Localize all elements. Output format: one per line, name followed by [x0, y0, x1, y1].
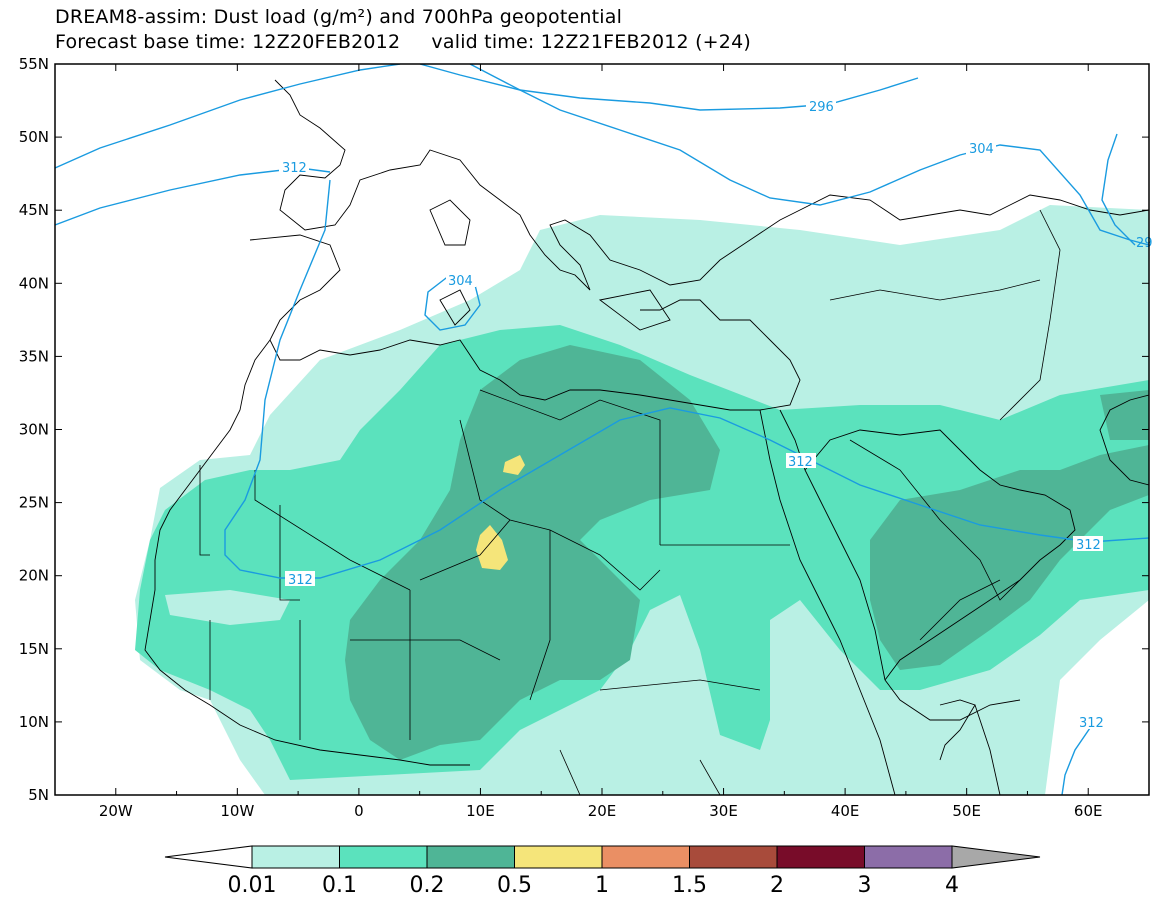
latitude-axis: 55N 50N 45N 40N 35N 30N 25N 20N 15N 10N 5N [19, 55, 1149, 804]
contour-296 [55, 64, 919, 169]
dust-area-0.5-south [476, 525, 508, 570]
contour-312 [224, 179, 1149, 579]
longitude-axis: 20W 10W 0 10E 20E 30E 40E 50E 60E [54, 64, 1150, 820]
contour-label: 312 [282, 161, 307, 176]
lon-label: 60E [1074, 802, 1103, 820]
lat-label: 55N [19, 55, 49, 73]
geopotential-contours [55, 64, 1149, 795]
lon-label: 40E [831, 802, 860, 820]
contour-label: 29 [1136, 236, 1153, 251]
colorbar-label: 1.5 [672, 873, 707, 898]
colorbar-swatch [689, 845, 778, 869]
contour-label: 296 [809, 100, 834, 115]
lon-label: 50E [952, 802, 981, 820]
lat-label: 10N [19, 713, 49, 731]
lon-label: 30E [709, 802, 738, 820]
map-title: DREAM8-assim: Dust load (g/m²) and 700hP… [55, 6, 623, 28]
colorbar-swatch [251, 845, 340, 869]
colorbar-arrow-low [164, 845, 253, 869]
lat-label: 50N [19, 128, 49, 146]
lat-label: 25N [19, 494, 49, 512]
lat-label: 15N [19, 640, 49, 658]
coastlines [144, 79, 1149, 795]
colorbar-swatch [864, 845, 953, 869]
colorbar-label: 3 [858, 873, 872, 898]
contour-312-se [1061, 727, 1091, 795]
colorbar-arrow-high [951, 845, 1041, 869]
colorbar-swatch [601, 845, 690, 869]
map-subtitle: Forecast base time: 12Z20FEB2012 valid t… [55, 31, 751, 53]
colorbar-label: 1 [595, 873, 609, 898]
contour-304-ring [424, 274, 481, 331]
lat-label: 45N [19, 201, 49, 219]
colorbar-swatch [776, 845, 865, 869]
colorbar-label: 4 [945, 873, 959, 898]
contour-label: 312 [288, 573, 313, 588]
contour-label: 312 [788, 455, 813, 470]
colorbar: 0.01 0.1 0.2 0.5 1 1.5 2 3 4 [164, 845, 1041, 898]
contour-label: 304 [448, 274, 473, 289]
contour-ne [1101, 133, 1136, 246]
colorbar-label: 0.1 [322, 873, 357, 898]
lon-label: 20W [99, 802, 133, 820]
map-body [135, 205, 1149, 795]
contour-label: 312 [1076, 538, 1101, 553]
colorbar-swatch [339, 845, 428, 869]
colorbar-label: 0.5 [497, 873, 532, 898]
contour-label: 312 [1079, 716, 1104, 731]
contour-labels: 296 304 312 304 312 312 312 312 29 [279, 98, 1153, 731]
lon-label: 0 [354, 802, 364, 820]
lon-label: 20E [588, 802, 617, 820]
colorbar-swatch [426, 845, 515, 869]
dust-area-0.5-north [503, 455, 525, 475]
colorbar-label: 2 [770, 873, 784, 898]
dust-hole-west [165, 590, 290, 625]
dust-area-0.2 [345, 345, 720, 760]
lat-label: 35N [19, 347, 49, 365]
colorbar-label: 0.01 [228, 873, 277, 898]
lat-label: 30N [19, 421, 49, 439]
lat-label: 5N [28, 786, 49, 804]
colorbar-label: 0.2 [410, 873, 445, 898]
contour-label: 304 [969, 142, 994, 157]
lat-label: 40N [19, 274, 49, 292]
lon-label: 10W [220, 802, 254, 820]
dust-area-0.2-gulf [1100, 390, 1149, 440]
lat-label: 20N [19, 567, 49, 585]
dust-area-0.2-arabia [870, 445, 1149, 670]
borders [199, 209, 1061, 795]
lon-label: 10E [466, 802, 495, 820]
colorbar-swatch [514, 845, 603, 869]
